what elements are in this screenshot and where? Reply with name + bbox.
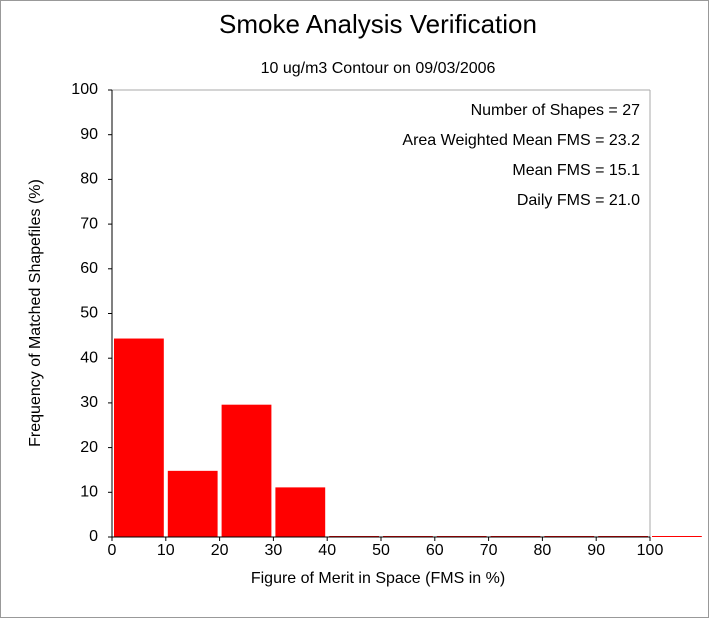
y-tick-label: 50 xyxy=(80,305,98,322)
y-tick-label: 40 xyxy=(80,349,98,366)
x-tick-label: 20 xyxy=(211,542,229,559)
y-tick-label: 100 xyxy=(71,81,98,98)
x-tick-label: 90 xyxy=(587,542,605,559)
x-tick-label: 60 xyxy=(426,542,444,559)
x-tick-label: 0 xyxy=(108,542,117,559)
x-tick-label: 30 xyxy=(265,542,283,559)
bar xyxy=(114,338,164,537)
bar xyxy=(652,536,702,537)
y-axis-label: Frequency of Matched Shapefiles (%) xyxy=(27,179,44,447)
annotation: Mean FMS = 15.1 xyxy=(512,162,640,179)
x-tick-label: 70 xyxy=(480,542,498,559)
y-tick-label: 20 xyxy=(80,439,98,456)
y-tick-label: 0 xyxy=(89,528,98,545)
x-tick-label: 10 xyxy=(157,542,175,559)
x-axis-label: Figure of Merit in Space (FMS in %) xyxy=(251,570,505,587)
annotation: Daily FMS = 21.0 xyxy=(517,192,640,209)
y-tick-label: 90 xyxy=(80,126,98,143)
y-tick-label: 70 xyxy=(80,215,98,232)
y-tick-label: 10 xyxy=(80,484,98,501)
bar xyxy=(275,487,326,537)
x-tick-label: 50 xyxy=(372,542,390,559)
bar xyxy=(167,470,218,537)
x-tick-label: 100 xyxy=(637,542,664,559)
bar xyxy=(221,404,272,537)
chart-subtitle: 10 ug/m3 Contour on 09/03/2006 xyxy=(261,60,496,77)
x-tick-label: 40 xyxy=(318,542,336,559)
annotation: Area Weighted Mean FMS = 23.2 xyxy=(402,132,640,149)
annotation: Number of Shapes = 27 xyxy=(471,102,641,119)
y-tick-label: 60 xyxy=(80,260,98,277)
chart-title: Smoke Analysis Verification xyxy=(219,9,537,39)
y-tick-label: 80 xyxy=(80,171,98,188)
x-tick-label: 80 xyxy=(534,542,552,559)
y-tick-label: 30 xyxy=(80,394,98,411)
